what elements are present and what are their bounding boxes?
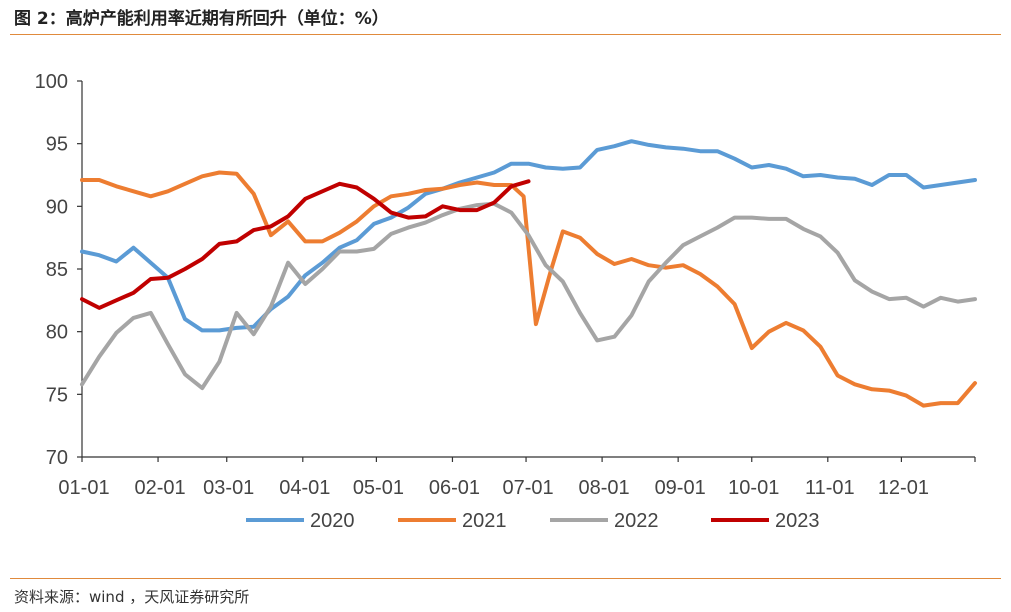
legend-label-2023: 2023 [775,510,820,532]
bottom-divider [10,578,1001,579]
x-tick-label: 11-01 [805,477,855,499]
series-line-2022 [80,201,977,391]
legend-label-2021: 2021 [462,510,507,532]
y-tick-label: 85 [46,259,68,281]
chart-title: 图 2：高炉产能利用率近期有所回升（单位：%） [14,9,389,29]
y-tick-label: 90 [46,196,68,218]
x-axis: 01-01 02-01 03-01 04-01 05-01 06-01 07-01 08-01… [58,456,976,499]
legend-label-2020: 2020 [310,510,355,532]
x-tick-label: 10-01 [728,477,779,499]
x-tick-label: 02-01 [134,477,185,499]
series-lines [80,139,977,408]
series-line-2021 [80,170,977,408]
y-tick-label: 75 [46,384,68,406]
x-tick-label: 09-01 [655,477,706,499]
y-axis: 70 75 80 85 90 95 100 [35,71,83,469]
x-tick-label: 07-01 [502,477,553,499]
x-tick-label: 01-01 [58,477,109,499]
x-tick-label: 04-01 [279,477,330,499]
series-line-2023 [80,179,531,310]
x-tick-label: 06-01 [429,477,480,499]
y-tick-label: 100 [35,71,68,93]
x-tick-label: 03-01 [203,477,254,499]
source-note: 资料来源：wind ，天风证券研究所 [14,588,250,606]
y-tick-label: 70 [46,447,68,469]
y-tick-label: 95 [46,134,68,156]
top-divider [10,34,1001,35]
legend-label-2022: 2022 [614,510,659,532]
x-tick-label: 05-01 [353,477,404,499]
x-tick-label: 08-01 [579,477,630,499]
legend: 2020 2021 2022 2023 [246,510,820,532]
x-tick-label: 12-01 [878,477,929,499]
y-tick-label: 80 [46,322,68,344]
